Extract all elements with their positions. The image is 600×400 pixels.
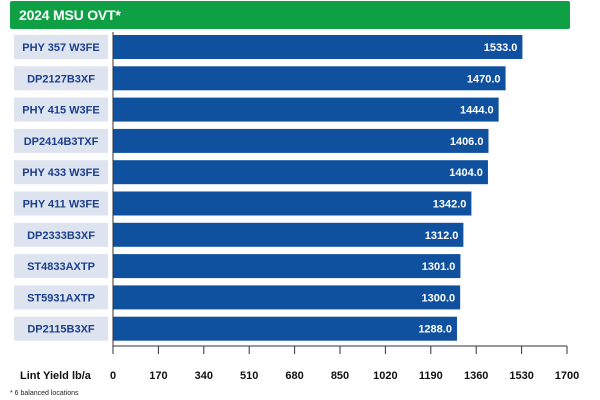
bar-value-label: 1288.0 <box>418 324 452 336</box>
x-tick-label: 340 <box>195 370 213 382</box>
bar-value-label: 1470.0 <box>467 73 501 85</box>
category-label-bg <box>14 66 108 91</box>
x-axis-title: Lint Yield lb/a <box>20 370 92 382</box>
x-tick-label: 680 <box>285 370 303 382</box>
x-tick-label: 850 <box>331 370 349 382</box>
x-tick-label: 510 <box>240 370 258 382</box>
bar <box>113 128 489 153</box>
x-tick-label: 170 <box>149 370 167 382</box>
category-label-bg <box>14 128 108 153</box>
x-tick-label: 1190 <box>419 370 443 382</box>
bar <box>113 191 472 216</box>
x-tick-label: 1530 <box>509 370 533 382</box>
bar <box>113 160 488 185</box>
category-label-bg <box>14 191 108 216</box>
bar <box>113 316 457 341</box>
category-label: DP2127B3XF <box>27 73 95 85</box>
category-label-bg <box>14 35 108 59</box>
category-label-bg <box>14 316 108 341</box>
x-tick-label: 1360 <box>464 370 488 382</box>
bar-value-label: 1406.0 <box>450 136 484 148</box>
category-label: PHY 411 W3FE <box>23 199 100 211</box>
bar-value-label: 1300.0 <box>422 292 456 304</box>
x-tick-label: 1020 <box>373 370 397 382</box>
bar-value-label: 1444.0 <box>460 105 494 117</box>
category-label: DP2115B3XF <box>27 324 95 336</box>
bar <box>113 35 523 59</box>
category-label: ST5931AXTP <box>27 292 95 304</box>
bar-value-label: 1404.0 <box>449 167 483 179</box>
bar <box>113 97 499 122</box>
category-label: PHY 357 W3FE <box>22 42 99 54</box>
category-label: DP2333B3XF <box>27 230 95 242</box>
bar <box>113 285 461 310</box>
bar <box>113 254 461 279</box>
bar-value-label: 1342.0 <box>433 199 467 211</box>
category-label-bg <box>14 285 108 310</box>
bar-value-label: 1312.0 <box>425 230 459 242</box>
category-label: DP2414B3TXF <box>24 136 99 148</box>
category-label-bg <box>14 160 108 185</box>
category-label: ST4833AXTP <box>27 261 95 273</box>
category-label-bg <box>14 97 108 122</box>
footnote: * 6 balanced locations <box>10 390 79 397</box>
bar-value-label: 1533.0 <box>484 42 518 54</box>
bar <box>113 66 506 91</box>
category-label-bg <box>14 254 108 279</box>
bar-value-label: 1301.0 <box>422 261 456 273</box>
category-label-bg <box>14 222 108 247</box>
bar <box>113 222 464 247</box>
chart-title-bar: 2024 MSU OVT* <box>10 1 570 29</box>
category-label: PHY 433 W3FE <box>22 167 99 179</box>
x-tick-label: 1700 <box>555 370 579 382</box>
x-tick-label: 0 <box>110 370 116 382</box>
chart-title: 2024 MSU OVT* <box>19 7 121 23</box>
category-label: PHY 415 W3FE <box>22 105 99 117</box>
